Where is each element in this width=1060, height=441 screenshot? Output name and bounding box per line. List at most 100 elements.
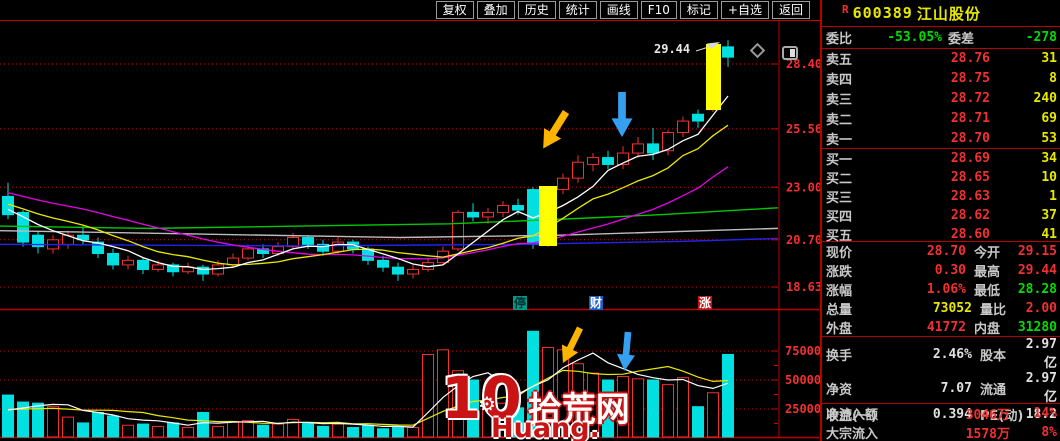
volume-bar <box>377 428 389 438</box>
info-value: 0.30 <box>934 263 966 278</box>
toolbar-button-7[interactable]: 标记 <box>679 1 718 19</box>
volume-bar <box>422 353 434 438</box>
buy-price: 28.65 <box>950 170 990 185</box>
sell-level-row[interactable]: 卖四 28.75 8 <box>822 69 1060 89</box>
volume-bar <box>497 402 509 438</box>
sell-label: 卖二 <box>826 112 853 128</box>
info-value: 29.44 <box>1017 263 1057 278</box>
candle-body <box>692 113 704 122</box>
sell-level-row[interactable]: 卖一 28.70 53 <box>822 128 1060 148</box>
info-value: 1.06% <box>926 282 966 297</box>
buy-level-row[interactable]: 买二 28.65 10 <box>822 168 1060 187</box>
sell-label: 卖四 <box>826 73 853 89</box>
annotation-arrow-vol[interactable] <box>616 331 637 371</box>
price-axis-label: 23.00 <box>786 180 820 194</box>
money-flow-row: 净流入额 3046万 14% <box>822 404 1060 423</box>
sell-price: 28.70 <box>950 130 990 146</box>
candle-body <box>512 205 524 211</box>
candle-body <box>602 157 614 165</box>
volume-ma10-line <box>7 365 729 426</box>
buy-label: 买一 <box>826 153 853 168</box>
event-badge-2[interactable]: 财 <box>589 296 603 310</box>
sell-level-row[interactable]: 卖五 28.76 31 <box>822 49 1060 69</box>
candle-body <box>197 266 209 275</box>
toolbar-button-9[interactable]: 返回 <box>771 1 810 19</box>
kline-chart-area[interactable]: 28.40 25.56 23.00 20.70 18.63 75000 50000 25000… <box>0 20 820 441</box>
volume-bar <box>362 424 374 438</box>
info-value: 0.394 <box>932 407 972 422</box>
weicha-label: 委差 <box>948 32 975 47</box>
info-label: PE(动) <box>979 409 1024 424</box>
info-value: 41772 <box>926 320 966 335</box>
ma10-line <box>7 124 729 266</box>
candle-body <box>677 120 689 133</box>
watermark: 10 ⚙ 拾荒网 Huang. CN <box>441 369 641 441</box>
buy-price: 28.62 <box>950 208 990 223</box>
sell-level-row[interactable]: 卖二 28.71 69 <box>822 108 1060 128</box>
annotation-arrow-vol[interactable] <box>555 324 588 367</box>
kline-chart-canvas[interactable]: 28.40 25.56 23.00 20.70 18.63 75000 50000 25000… <box>0 20 820 441</box>
sell-price: 28.72 <box>950 90 990 106</box>
volume-bar <box>407 427 419 438</box>
candle-body <box>407 268 419 275</box>
candle-body <box>302 237 314 245</box>
info-label: 流通 <box>979 382 1006 398</box>
info-label: 净资 <box>826 382 853 398</box>
flow-label: 净流入额 <box>826 408 879 423</box>
volume-bar <box>692 406 704 438</box>
annotation-arrow-price[interactable] <box>535 107 575 154</box>
volume-bar <box>257 424 269 438</box>
event-badge-1[interactable]: 停 <box>513 296 527 310</box>
toolbar-button-8[interactable]: +自选 <box>720 1 769 19</box>
toolbar-button-2[interactable]: 叠加 <box>476 1 515 19</box>
toolbar-button-3[interactable]: 历史 <box>517 1 556 19</box>
info-value: 18.2 <box>1025 407 1057 422</box>
info-label: 最低 <box>974 284 1001 299</box>
toolbar-button-6[interactable]: F10 <box>640 1 677 19</box>
volume-bar <box>332 423 344 438</box>
candle-body <box>392 266 404 275</box>
ma-long-line-2 <box>0 227 779 239</box>
volume-bar <box>617 376 629 438</box>
info-value: 29.15 <box>1017 244 1057 259</box>
highlight-box[interactable] <box>539 186 557 246</box>
volume-bar <box>77 422 89 438</box>
quote-panel: R 600389 江山股份 委比 -53.05% 委差 -278 卖五 28.76… <box>822 0 1060 441</box>
stock-name: 江山股份 <box>916 4 981 23</box>
candle-body <box>152 264 164 270</box>
candle-body <box>647 143 659 154</box>
candle-body <box>92 241 104 254</box>
annotation-arrow-price[interactable] <box>611 92 633 138</box>
buy-level-row[interactable]: 买一 28.69 34 <box>822 149 1060 168</box>
buy-volume: 37 <box>1041 208 1057 223</box>
toolbar-button-4[interactable]: 统计 <box>558 1 597 19</box>
buy-price: 28.60 <box>950 227 990 242</box>
weibi-label: 委比 <box>826 32 853 47</box>
info-value: 2.00 <box>1025 301 1057 316</box>
weibi-value: -53.05% <box>887 30 942 45</box>
sell-level-row[interactable]: 卖三 28.72 240 <box>822 89 1060 109</box>
buy-level-row[interactable]: 买三 28.63 1 <box>822 187 1060 206</box>
buy-label: 买二 <box>826 172 853 187</box>
volume-bar <box>542 347 554 438</box>
toolbar-button-1[interactable]: 复权 <box>435 1 474 19</box>
toolbar-button-5[interactable]: 画线 <box>599 1 638 19</box>
volume-ma5-line <box>7 352 729 428</box>
candle-body <box>617 152 629 165</box>
price-axis-label: 20.70 <box>786 233 820 247</box>
highlight-box[interactable] <box>706 44 721 110</box>
ma-long-line-1 <box>0 207 779 230</box>
sell-price: 28.75 <box>950 71 990 87</box>
note-flag-icon[interactable] <box>782 46 798 60</box>
buy-level-row[interactable]: 买四 28.62 37 <box>822 206 1060 225</box>
event-badge-3[interactable]: 涨 <box>698 296 712 310</box>
sell-volume: 53 <box>1041 130 1057 146</box>
buy-level-row[interactable]: 买五 28.60 41 <box>822 225 1060 244</box>
volume-bar <box>467 379 479 438</box>
info-value: 2.46% <box>932 346 972 362</box>
info-value: 2.97亿 <box>1025 337 1057 371</box>
sell-label: 卖一 <box>826 132 853 148</box>
gear-icon: ⚙ <box>478 392 496 416</box>
sell-price: 28.76 <box>950 51 990 67</box>
buy-volume: 10 <box>1041 170 1057 185</box>
